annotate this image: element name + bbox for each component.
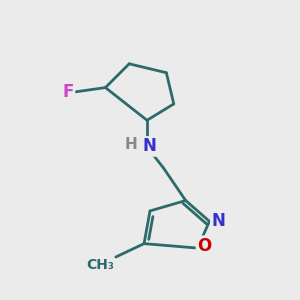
Text: N: N [212,212,225,230]
Text: H: H [124,136,137,152]
Text: F: F [63,83,74,101]
Text: N: N [142,137,156,155]
Text: O: O [197,237,211,255]
Text: CH₃: CH₃ [86,259,114,272]
